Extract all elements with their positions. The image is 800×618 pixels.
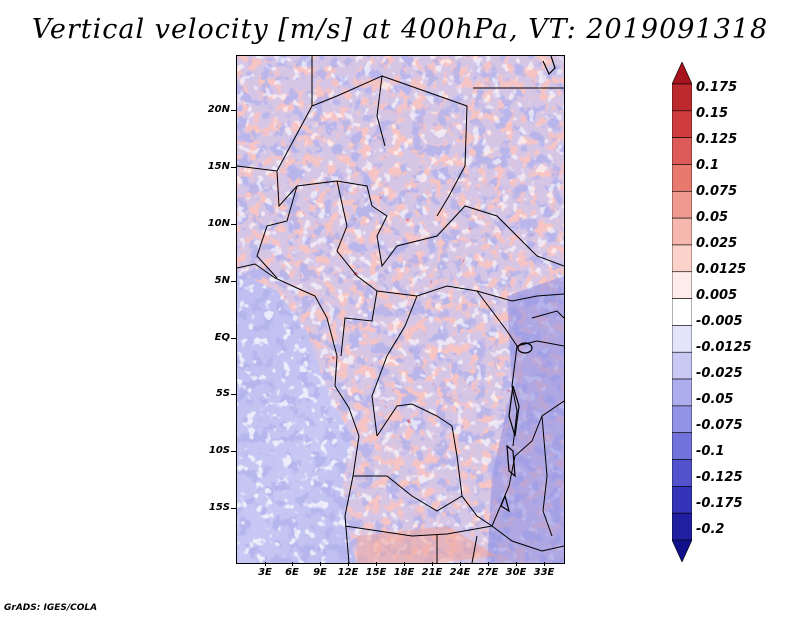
colorbar-segment (672, 62, 692, 85)
colorbar-segment (672, 190, 692, 219)
colorbar-segment (672, 137, 692, 165)
colorbar-label: -0.025 (696, 366, 743, 381)
lon-tick (432, 562, 433, 566)
colorbar-label: 0.05 (696, 210, 729, 225)
colorbar-label: 0.15 (696, 106, 729, 121)
lon-label-27e: 27E (477, 567, 499, 578)
colorbar-segment (672, 432, 692, 460)
lat-tick (231, 110, 236, 111)
colorbar-label: -0.075 (696, 418, 743, 433)
lon-label-6e: 6E (285, 567, 299, 578)
colorbar-segment (672, 271, 692, 299)
lon-tick (488, 562, 489, 566)
lat-label-5s: 5S (215, 388, 230, 399)
lon-tick (460, 562, 461, 566)
lon-tick (544, 562, 545, 566)
lon-tick (320, 562, 321, 566)
lat-label-20n: 20N (207, 104, 230, 115)
colorbar-segment (672, 83, 692, 112)
lat-label-10s: 10S (208, 445, 230, 456)
lon-tick (516, 562, 517, 566)
lon-tick (265, 562, 266, 566)
lat-tick (231, 224, 236, 225)
lon-label-12e: 12E (337, 567, 359, 578)
colorbar-label: -0.005 (696, 314, 743, 329)
colorbar-label: 0.1 (696, 158, 720, 173)
colorbar-label: 0.025 (696, 236, 738, 251)
colorbar-label: -0.1 (696, 444, 725, 459)
chart-title: Vertical velocity [m/s] at 400hPa, VT: 2… (31, 14, 769, 45)
lon-label-21e: 21E (421, 567, 443, 578)
colorbar-label: -0.2 (696, 522, 725, 537)
lon-label-3e: 3E (258, 567, 272, 578)
colorbar-segment (672, 351, 692, 380)
lat-label-15s: 15S (208, 502, 230, 513)
colorbar-segment (672, 486, 692, 514)
lat-label-eq: EQ (214, 332, 230, 343)
colorbar-segment (672, 110, 692, 138)
lon-tick (348, 562, 349, 566)
colorbar-label: -0.175 (696, 496, 743, 511)
colorbar-label: 0.005 (696, 288, 738, 303)
lon-label-15e: 15E (365, 567, 387, 578)
lon-label-30e: 30E (505, 567, 527, 578)
colorbar-segment (672, 325, 692, 353)
lat-label-5n: 5N (214, 275, 230, 286)
map-plot-area (236, 55, 565, 564)
colorbar-segment (672, 164, 692, 192)
lon-label-18e: 18E (393, 567, 415, 578)
lon-label-9e: 9E (313, 567, 327, 578)
colorbar-segment (672, 405, 692, 434)
colorbar (672, 62, 692, 562)
colorbar-label: 0.075 (696, 184, 738, 199)
lat-tick (231, 508, 236, 509)
colorbar-segment (672, 539, 692, 562)
lon-label-24e: 24E (449, 567, 471, 578)
colorbar-label: 0.175 (696, 80, 738, 95)
colorbar-label: -0.05 (696, 392, 734, 407)
colorbar-label: -0.125 (696, 470, 743, 485)
lat-tick (231, 338, 236, 339)
grads-credit: GrADS: IGES/COLA (4, 603, 98, 613)
colorbar-label: 0.0125 (696, 262, 747, 277)
colorbar-segment (672, 217, 692, 246)
vertical-velocity-field (237, 56, 564, 563)
colorbar-segment (672, 512, 692, 541)
colorbar-label: -0.0125 (696, 340, 752, 355)
colorbar-segment (672, 244, 692, 273)
lon-tick (404, 562, 405, 566)
lon-tick (292, 562, 293, 566)
lat-label-10n: 10N (207, 218, 230, 229)
lat-label-15n: 15N (207, 161, 230, 172)
colorbar-segment (672, 298, 692, 326)
lat-tick (231, 281, 236, 282)
colorbar-segment (672, 459, 692, 487)
lat-tick (231, 451, 236, 452)
lat-tick (231, 167, 236, 168)
lon-label-33e: 33E (533, 567, 555, 578)
colorbar-segment (672, 378, 692, 407)
lat-tick (231, 394, 236, 395)
colorbar-label: 0.125 (696, 132, 738, 147)
lon-tick (376, 562, 377, 566)
